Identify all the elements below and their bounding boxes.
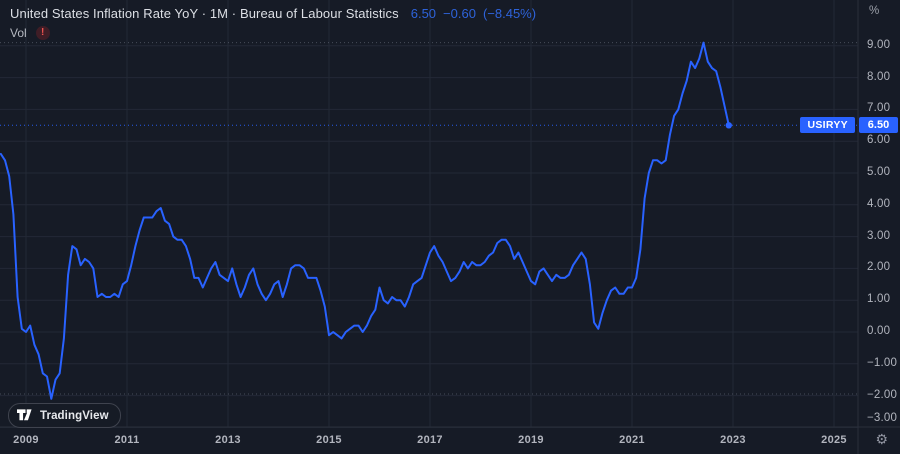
x-axis-label: 2013 [215,434,241,446]
vol-label: Vol [10,26,27,40]
tradingview-logo-icon [17,408,32,420]
x-axis-label: 2009 [13,434,39,446]
x-axis-label: 2021 [619,434,645,446]
y-axis-label: −2.00 [867,388,898,401]
y-axis-label: 5.00 [867,166,891,178]
x-axis-label: 2023 [720,434,746,446]
x-axis-label: 2017 [417,434,443,446]
y-axis-label: −3.00 [867,412,898,424]
legend-values: 6.50 −0.60 (−8.45%) [411,6,536,21]
last-value: 6.50 [410,6,437,21]
settings-gear-icon[interactable]: ⚙ [875,431,888,447]
y-axis-label: 0.00 [867,325,891,337]
price-axis-unit-label: % [869,5,880,17]
y-axis-label: 3.00 [867,229,891,242]
x-axis-label: 2015 [316,434,342,446]
y-axis-label: 6.00 [867,134,891,147]
chart-title[interactable]: United States Inflation Rate YoY · 1M · … [10,6,399,21]
y-axis-label: 7.00 [867,102,891,115]
y-axis-label: 8.00 [867,70,891,83]
y-axis-label: 1.00 [867,293,891,306]
error-alert-icon[interactable]: ! [35,26,50,40]
tradingview-attribution[interactable]: TradingView [8,403,121,428]
y-axis-label: 4.00 [867,197,891,210]
x-axis-label: 2019 [518,434,544,446]
last-point-marker [725,122,732,129]
chart-legend: United States Inflation Rate YoY · 1M · … [10,6,536,40]
y-axis-label: 9.00 [867,38,891,51]
time-axis[interactable]: ⚙ 2009 2011 2013 2015 2017 2019 2021 2023 2025 [0,427,900,454]
inflation-line-series [0,41,730,400]
change-value: −0.60 [443,6,476,21]
price-axis[interactable]: % 6.50 9.00 8.00 7.00 6.00 5.00 4.00 3.00 2.00 1… [858,0,900,427]
legend-vol-row[interactable]: Vol ! [10,26,536,40]
tradingview-label: TradingView [40,409,109,422]
series-symbol-badge: USIRYY [800,117,855,134]
last-price-badge: 6.50 [859,117,898,134]
y-axis-label: −1.00 [867,356,898,369]
x-axis-label: 2025 [821,434,847,446]
change-percent: (−8.45%) [482,6,537,21]
y-axis-label: 2.00 [867,261,891,274]
x-axis-label: 2011 [114,434,140,446]
legend-main-row: United States Inflation Rate YoY · 1M · … [10,6,536,21]
